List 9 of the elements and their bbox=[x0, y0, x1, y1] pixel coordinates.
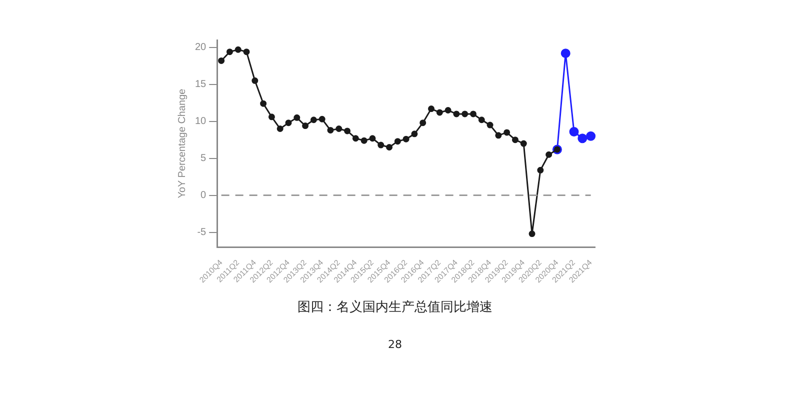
y-tick-label: 15 bbox=[195, 79, 207, 90]
y-tick-label: 20 bbox=[195, 42, 207, 54]
y-tick-label: 0 bbox=[200, 190, 207, 202]
text: 28 bbox=[387, 338, 403, 351]
y-tick-label: 5 bbox=[200, 153, 207, 164]
text: 图四：名义国内生产总值同比增速 bbox=[296, 299, 494, 316]
y-tick-label: -5 bbox=[197, 227, 207, 238]
y-tick-label: 10 bbox=[195, 116, 207, 128]
y-axis-title: YoY Percentage Change bbox=[176, 88, 188, 198]
